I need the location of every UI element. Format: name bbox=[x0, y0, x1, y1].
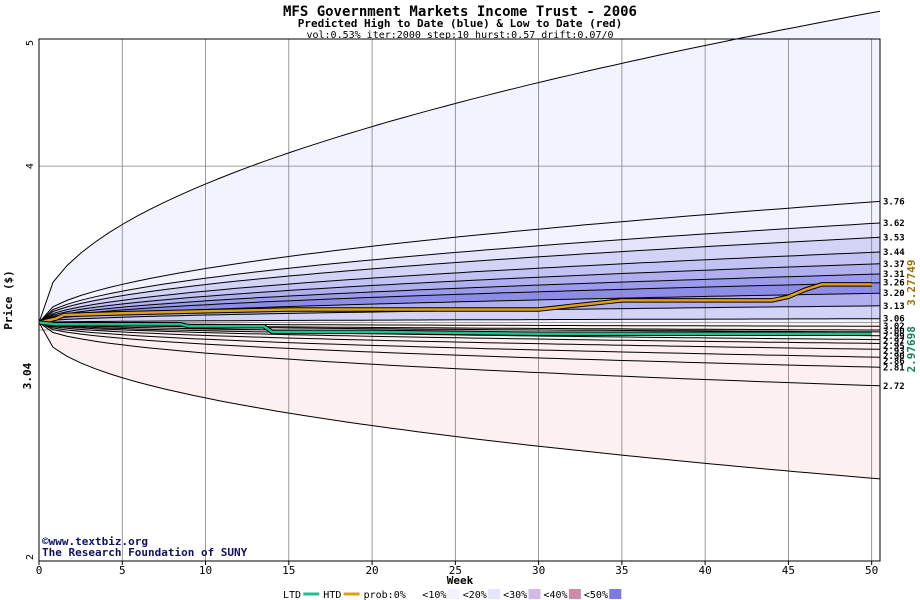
ltd-band-edge-6 bbox=[38, 322, 881, 344]
x-tick-label-35: 35 bbox=[615, 564, 628, 577]
y-tick-label-4: 4 bbox=[25, 163, 36, 169]
htd-band-edge-4 bbox=[38, 251, 881, 323]
htd-band-7 bbox=[39, 282, 880, 323]
htd-band-edge-0 bbox=[38, 10, 881, 323]
x-tick-label-15: 15 bbox=[282, 564, 295, 577]
chart-subtitle: Predicted High to Date (blue) & Low to D… bbox=[298, 17, 623, 30]
band-end-label-high-4: 3.37 bbox=[883, 260, 905, 270]
legend-label-5: <30% bbox=[503, 590, 527, 600]
ltd-band-edge-8 bbox=[38, 322, 881, 358]
plot-frame bbox=[38, 38, 881, 562]
band-end-label-high-7: 3.20 bbox=[883, 289, 905, 299]
x-tick-label-0: 0 bbox=[36, 564, 43, 577]
x-tick-label-10: 10 bbox=[199, 564, 212, 577]
x-tick-label-25: 25 bbox=[449, 564, 462, 577]
htd-band-6 bbox=[39, 274, 880, 323]
series-end-labels: 3.27749 2.97698 bbox=[905, 259, 918, 372]
band-end-label-low-0: 3.02 bbox=[883, 322, 905, 332]
watermark-line-1: ©www.textbiz.org bbox=[42, 535, 148, 548]
band-end-label-high-3: 3.44 bbox=[883, 248, 905, 258]
htd-band-edge-2 bbox=[38, 222, 881, 323]
ltd-band-10 bbox=[39, 322, 880, 386]
band-end-label-low-5: 2.93 bbox=[883, 347, 905, 357]
htd-band-edge-3 bbox=[38, 236, 881, 323]
x-axis-ticks: 0 5 10 15 20 25 30 35 40 45 50 bbox=[36, 561, 878, 577]
y-axis-ticks: 2 4 5 bbox=[25, 40, 36, 560]
x-tick-label-30: 30 bbox=[532, 564, 545, 577]
htd-band-2 bbox=[39, 223, 880, 323]
x-tick-label-20: 20 bbox=[365, 564, 378, 577]
legend-label-4: <20% bbox=[463, 590, 487, 600]
y-tick-label-2: 2 bbox=[25, 554, 36, 560]
watermark: ©www.textbiz.org The Research Foundation… bbox=[42, 535, 248, 559]
series-line-LTD bbox=[38, 321, 872, 336]
band-end-label-low-8: 2.81 bbox=[883, 363, 905, 373]
legend-swatch-7 bbox=[609, 589, 622, 599]
legend-swatch-4 bbox=[488, 589, 501, 599]
x-tick-label-50: 50 bbox=[865, 564, 878, 577]
chart-params: vol:0.53% iter:2000 step:10 hurst:0.57 d… bbox=[306, 30, 613, 41]
band-end-label-high-1: 3.62 bbox=[883, 219, 905, 229]
chart-title: MFS Government Markets Income Trust - 20… bbox=[283, 4, 637, 20]
x-tick-label-40: 40 bbox=[699, 564, 712, 577]
htd-band-edge-6 bbox=[38, 273, 881, 323]
band-end-label-high-9: 3.06 bbox=[883, 315, 905, 325]
legend-label-HTD: HTD bbox=[323, 590, 341, 600]
band-end-label-low-6: 2.90 bbox=[883, 352, 905, 362]
y-axis-label: Price ($) bbox=[2, 270, 15, 330]
band-end-label-low-3: 2.97 bbox=[883, 337, 905, 347]
htd-band-edge-10 bbox=[38, 318, 881, 323]
band-end-label-low-9: 2.72 bbox=[883, 382, 905, 392]
ltd-band-edge-3 bbox=[38, 322, 881, 333]
htd-band-9 bbox=[39, 305, 880, 323]
htd-band-5 bbox=[39, 263, 880, 323]
band-end-labels: 3.76 3.62 3.53 3.44 3.373.313.263.20 3.13 3.06… bbox=[883, 197, 905, 391]
htd-band-edge-7 bbox=[38, 282, 881, 323]
legend-swatch-6 bbox=[568, 589, 581, 599]
ltd-band-edge-0 bbox=[38, 322, 881, 480]
band-end-label-high-5: 3.31 bbox=[883, 270, 905, 280]
watermark-line-2: The Research Foundation of SUNY bbox=[42, 546, 248, 559]
htd-band-3 bbox=[39, 237, 880, 323]
ltd-band-edge-7 bbox=[38, 322, 881, 350]
htd-band-edge-5 bbox=[38, 263, 881, 323]
band-end-label-high-2: 3.53 bbox=[883, 233, 905, 243]
y-tick-label-5: 5 bbox=[25, 40, 36, 46]
htd-band-edge-1 bbox=[38, 200, 881, 323]
series-lines bbox=[38, 282, 872, 337]
ltd-band-edge-9 bbox=[38, 322, 881, 368]
htd-band-1 bbox=[39, 201, 880, 323]
series-line-HTD bbox=[38, 283, 872, 324]
band-end-label-low-2: 2.99 bbox=[883, 332, 905, 342]
x-tick-label-5: 5 bbox=[119, 564, 126, 577]
legend-swatch-3 bbox=[447, 589, 460, 599]
band-end-label-high-0: 3.76 bbox=[883, 197, 905, 207]
legend-swatch-5 bbox=[528, 589, 541, 599]
ltd-end-label: 2.97698 bbox=[905, 326, 918, 372]
legend-label-6: <40% bbox=[544, 590, 568, 600]
legend-label-7: <50% bbox=[584, 590, 608, 600]
legend-label-3: <10% bbox=[422, 590, 446, 600]
band-end-label-high-8: 3.13 bbox=[883, 302, 905, 312]
legend-swatch-2 bbox=[407, 589, 420, 599]
plot-area bbox=[38, 10, 881, 562]
chart-title-block: MFS Government Markets Income Trust - 20… bbox=[283, 4, 637, 41]
legend-label-LTD: LTD bbox=[283, 590, 301, 600]
htd-band-0 bbox=[39, 11, 880, 323]
htd-end-label: 3.27749 bbox=[905, 259, 918, 305]
start-price-label: 3.04 bbox=[21, 362, 34, 389]
band-end-label-low-7: 2.86 bbox=[883, 357, 905, 367]
htd-band-4 bbox=[39, 252, 880, 323]
band-end-label-high-6: 3.26 bbox=[883, 279, 905, 289]
legend: LTD HTD prob:0% <10% <20% <30% <40% <50% bbox=[283, 589, 622, 600]
legend-label-2: prob:0% bbox=[364, 590, 406, 600]
ltd-band-edge-10 bbox=[38, 322, 881, 387]
x-axis-label: Week bbox=[447, 574, 474, 587]
band-end-label-low-4: 2.95 bbox=[883, 342, 905, 352]
band-end-label-low-1: 3.00 bbox=[883, 327, 905, 337]
x-tick-label-45: 45 bbox=[782, 564, 795, 577]
